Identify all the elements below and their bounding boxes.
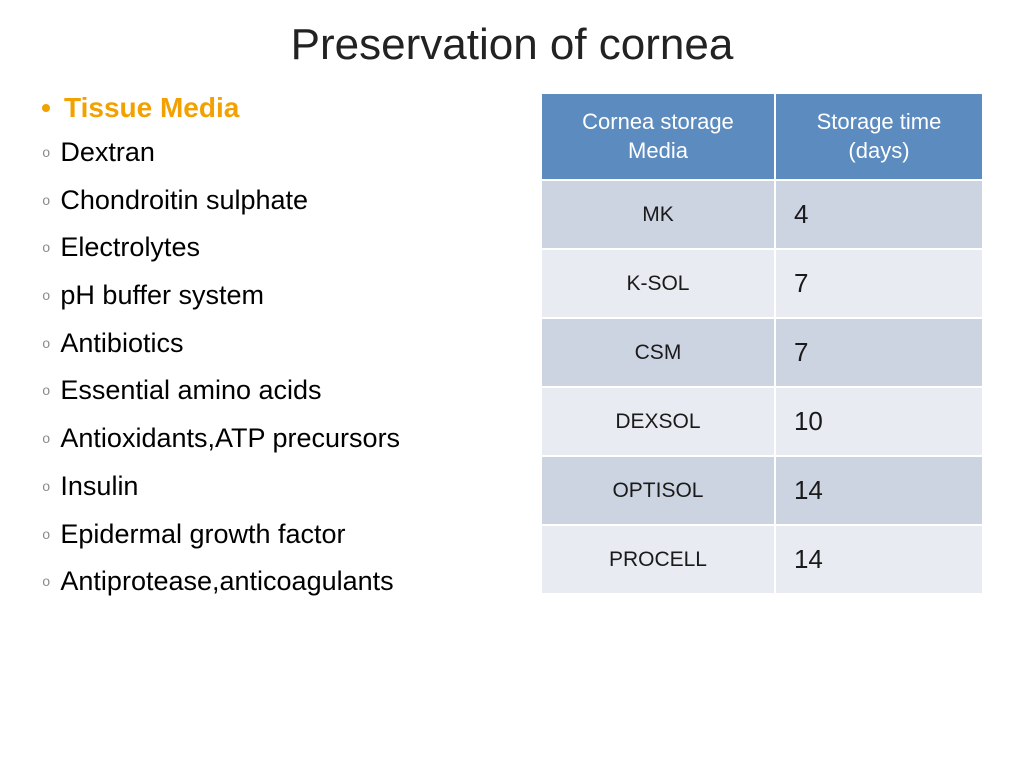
list-item: o Essential amino acids (40, 376, 520, 406)
list-item-text: Essential amino acids (60, 376, 321, 406)
cell-days: 4 (775, 180, 983, 249)
circle-bullet-icon: o (42, 194, 50, 210)
heading-text: Tissue Media (64, 92, 239, 124)
cell-media: K-SOL (541, 249, 775, 318)
list-item: o Insulin (40, 472, 520, 502)
cell-media: PROCELL (541, 525, 775, 594)
circle-bullet-icon: o (42, 384, 50, 400)
tissue-media-list: o Dextran o Chondroitin sulphate o Electrolyt… (40, 138, 520, 597)
list-item: o Antioxidants,ATP precursors (40, 424, 520, 454)
circle-bullet-icon: o (42, 289, 50, 305)
cell-days: 14 (775, 456, 983, 525)
list-heading: Tissue Media (40, 92, 520, 124)
list-item: o Antibiotics (40, 329, 520, 359)
list-item-text: Antibiotics (60, 329, 183, 359)
slide: Preservation of cornea Tissue Media o Dex… (0, 0, 1024, 768)
table-body: MK4K-SOL7CSM7DEXSOL10OPTISOL14PROCELL14 (541, 180, 983, 594)
table-row: OPTISOL14 (541, 456, 983, 525)
cell-media: MK (541, 180, 775, 249)
list-item-text: Antioxidants,ATP precursors (60, 424, 400, 454)
list-item-text: Chondroitin sulphate (60, 186, 308, 216)
list-item-text: pH buffer system (60, 281, 264, 311)
cell-days: 7 (775, 249, 983, 318)
list-item-text: Antiprotease,anticoagulants (60, 567, 393, 597)
right-column: Cornea storage Media Storage time (days)… (540, 92, 984, 615)
list-item-text: Insulin (60, 472, 138, 502)
table-row: DEXSOL10 (541, 387, 983, 456)
table-row: K-SOL7 (541, 249, 983, 318)
table-row: MK4 (541, 180, 983, 249)
cell-media: CSM (541, 318, 775, 387)
storage-table: Cornea storage Media Storage time (days)… (540, 92, 984, 595)
bullet-icon (42, 104, 50, 112)
table-header-row: Cornea storage Media Storage time (days) (541, 93, 983, 180)
circle-bullet-icon: o (42, 432, 50, 448)
circle-bullet-icon: o (42, 337, 50, 353)
list-item-text: Epidermal growth factor (60, 520, 345, 550)
list-item: o pH buffer system (40, 281, 520, 311)
list-item: o Chondroitin sulphate (40, 186, 520, 216)
circle-bullet-icon: o (42, 146, 50, 162)
cell-media: OPTISOL (541, 456, 775, 525)
list-item: o Dextran (40, 138, 520, 168)
circle-bullet-icon: o (42, 241, 50, 257)
circle-bullet-icon: o (42, 575, 50, 591)
cell-days: 10 (775, 387, 983, 456)
slide-title: Preservation of cornea (40, 20, 984, 70)
circle-bullet-icon: o (42, 528, 50, 544)
cell-days: 14 (775, 525, 983, 594)
col-header-media: Cornea storage Media (541, 93, 775, 180)
circle-bullet-icon: o (42, 480, 50, 496)
table-row: CSM7 (541, 318, 983, 387)
list-item: o Electrolytes (40, 233, 520, 263)
content-row: Tissue Media o Dextran o Chondroitin sulpha… (40, 92, 984, 615)
col-header-days: Storage time (days) (775, 93, 983, 180)
table-row: PROCELL14 (541, 525, 983, 594)
list-item: o Antiprotease,anticoagulants (40, 567, 520, 597)
cell-media: DEXSOL (541, 387, 775, 456)
cell-days: 7 (775, 318, 983, 387)
list-item-text: Dextran (60, 138, 155, 168)
list-item-text: Electrolytes (60, 233, 200, 263)
left-column: Tissue Media o Dextran o Chondroitin sulpha… (40, 92, 520, 615)
list-item: o Epidermal growth factor (40, 520, 520, 550)
